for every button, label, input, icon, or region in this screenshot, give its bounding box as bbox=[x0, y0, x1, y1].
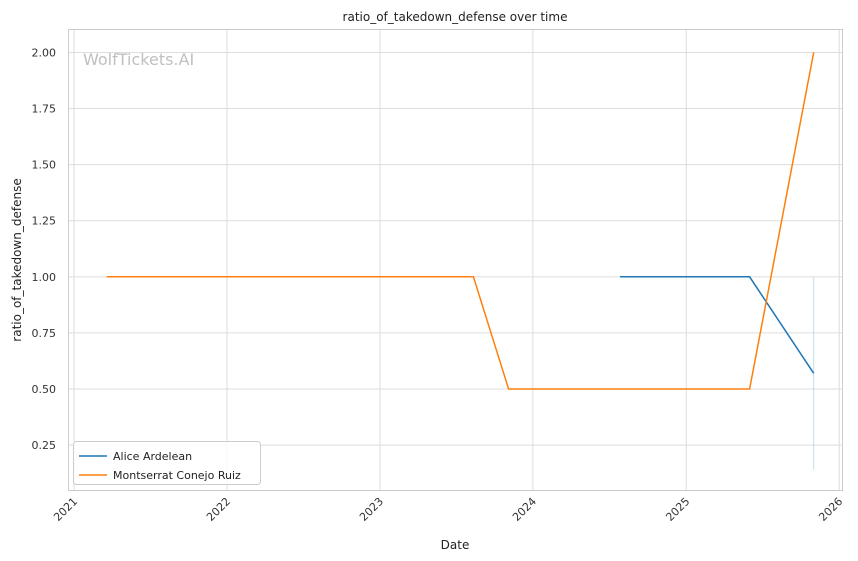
x-tick-labels: 2021 2022 2023 2024 2025 2026 bbox=[51, 495, 845, 524]
x-tick-label: 2024 bbox=[510, 495, 539, 524]
x-axis-title: Date bbox=[441, 538, 470, 552]
legend-label: Montserrat Conejo Ruiz bbox=[113, 469, 241, 482]
watermark-text: WolfTickets.AI bbox=[83, 50, 194, 69]
series-line-montserrat-conejo-ruiz bbox=[106, 52, 815, 390]
y-tick-label: 1.00 bbox=[32, 271, 57, 284]
y-tick-label: 1.50 bbox=[32, 159, 57, 172]
series-line-alice-ardelean bbox=[620, 276, 815, 374]
y-tick-label: 0.75 bbox=[32, 327, 57, 340]
x-tick-label: 2023 bbox=[357, 495, 386, 524]
chart-title: ratio_of_takedown_defense over time bbox=[343, 10, 568, 24]
x-tick-label: 2026 bbox=[816, 495, 845, 524]
grid-lines bbox=[69, 30, 843, 490]
plot-area-frame bbox=[68, 29, 843, 491]
x-tick-label: 2021 bbox=[51, 495, 80, 524]
legend: Alice Ardelean Montserrat Conejo Ruiz bbox=[73, 441, 261, 485]
y-tick-labels: 0.25 0.50 0.75 1.00 1.25 1.50 1.75 2.00 bbox=[32, 46, 57, 452]
x-tick-label: 2025 bbox=[663, 495, 692, 524]
x-tick-label: 2022 bbox=[204, 495, 233, 524]
legend-label: Alice Ardelean bbox=[113, 450, 192, 463]
y-tick-label: 2.00 bbox=[32, 46, 57, 59]
y-tick-label: 0.25 bbox=[32, 439, 57, 452]
y-axis-title: ratio_of_takedown_defense bbox=[10, 178, 24, 341]
plot-series bbox=[106, 52, 815, 470]
y-tick-label: 1.75 bbox=[32, 103, 57, 116]
legend-box bbox=[73, 441, 261, 485]
y-tick-label: 0.50 bbox=[32, 383, 57, 396]
y-tick-label: 1.25 bbox=[32, 215, 57, 228]
